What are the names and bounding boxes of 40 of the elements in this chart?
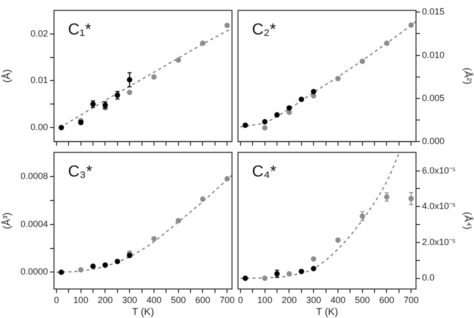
annotation: C₄* <box>252 163 276 180</box>
y-axis-title: (Å³) <box>0 212 13 230</box>
text: 0.005 <box>422 92 445 103</box>
x-tick-label: 200 <box>98 294 113 305</box>
annotation: C₂* <box>252 21 276 38</box>
x-axis-title: T (K) <box>316 306 338 318</box>
y-axis-title: (Å) <box>0 69 13 83</box>
y-tick-label: 0.01 <box>30 75 48 86</box>
x-tick-label: 300 <box>122 294 138 305</box>
y-tick-label: 0.0004 <box>20 218 48 229</box>
text: 0.010 <box>422 50 445 60</box>
x-tick-label: 600 <box>195 294 210 305</box>
x-tick-label: 0 <box>238 294 243 305</box>
text: 0.000 <box>422 136 445 146</box>
annotation: C₃* <box>68 163 92 180</box>
x-axis-title: T (K) <box>132 306 154 318</box>
x-tick-label: 500 <box>354 294 370 305</box>
text: 6.0x10⁻⁵ <box>422 165 456 176</box>
x-tick-label: 100 <box>73 294 88 305</box>
annotation: C₁* <box>68 21 92 38</box>
x-tick-label: 0 <box>54 294 59 305</box>
text: 4.0x10⁻⁵ <box>422 201 456 212</box>
x-tick-label: 400 <box>330 294 346 305</box>
y-tick-label: 0.00 <box>30 122 48 132</box>
x-tick-label: 200 <box>282 294 297 305</box>
y-tick-label: 0.0008 <box>20 170 48 181</box>
x-tick-label: 700 <box>404 294 419 305</box>
x-tick-label: 700 <box>220 294 235 305</box>
text: 0.015 <box>422 6 445 17</box>
y-tick-label: 0.02 <box>30 28 48 38</box>
x-tick-label: 100 <box>257 294 272 305</box>
x-tick-label: 600 <box>379 294 394 305</box>
y2-axis-title: (Å⁴) <box>461 212 474 230</box>
y-tick-label: 0.0000 <box>20 266 48 277</box>
x-tick-label: 300 <box>306 294 322 305</box>
x-tick-label: 500 <box>170 294 186 305</box>
y2-axis-title: (Å²) <box>461 68 474 84</box>
text: 0.0 <box>422 272 435 283</box>
text: 2.0x10⁻⁵ <box>422 236 456 247</box>
x-tick-label: 400 <box>146 294 162 305</box>
